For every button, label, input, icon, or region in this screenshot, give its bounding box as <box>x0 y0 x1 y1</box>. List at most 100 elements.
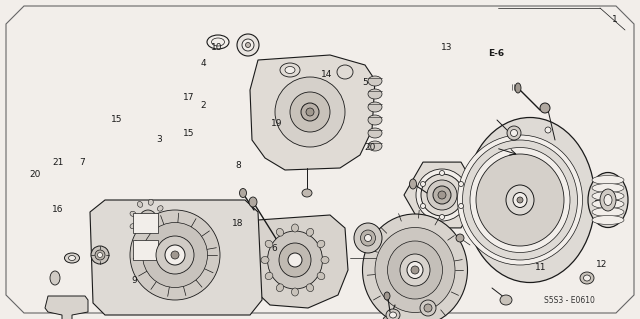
Ellipse shape <box>507 126 521 140</box>
Ellipse shape <box>321 256 329 263</box>
Ellipse shape <box>65 253 79 263</box>
Ellipse shape <box>275 77 345 147</box>
Ellipse shape <box>307 284 314 292</box>
Ellipse shape <box>317 241 325 248</box>
Ellipse shape <box>261 256 269 263</box>
Ellipse shape <box>592 216 624 225</box>
Ellipse shape <box>500 295 512 305</box>
Bar <box>133 213 158 233</box>
Polygon shape <box>248 215 348 308</box>
Ellipse shape <box>456 234 464 242</box>
Ellipse shape <box>580 272 594 284</box>
Text: 18: 18 <box>232 219 244 228</box>
Ellipse shape <box>165 245 185 265</box>
Ellipse shape <box>239 189 246 197</box>
Ellipse shape <box>438 191 446 199</box>
Ellipse shape <box>276 228 284 236</box>
Ellipse shape <box>157 206 163 211</box>
Ellipse shape <box>139 210 157 230</box>
Polygon shape <box>6 6 634 313</box>
Ellipse shape <box>91 246 109 264</box>
Ellipse shape <box>515 83 521 93</box>
Ellipse shape <box>368 76 382 86</box>
Ellipse shape <box>95 250 105 260</box>
Polygon shape <box>45 296 88 319</box>
Ellipse shape <box>458 182 463 187</box>
Ellipse shape <box>265 272 273 280</box>
Ellipse shape <box>265 241 273 248</box>
Ellipse shape <box>540 103 550 113</box>
Ellipse shape <box>97 253 102 257</box>
Ellipse shape <box>411 266 419 274</box>
Ellipse shape <box>133 204 163 236</box>
Ellipse shape <box>416 169 468 221</box>
Ellipse shape <box>249 197 257 207</box>
Text: 17: 17 <box>183 93 195 102</box>
Text: 20: 20 <box>364 143 376 152</box>
Ellipse shape <box>476 154 564 246</box>
Ellipse shape <box>384 292 390 300</box>
Text: 5: 5 <box>362 78 367 87</box>
Ellipse shape <box>513 192 527 207</box>
Ellipse shape <box>138 233 143 239</box>
Ellipse shape <box>242 39 254 51</box>
Ellipse shape <box>143 222 207 287</box>
Ellipse shape <box>337 65 353 79</box>
Ellipse shape <box>420 300 436 316</box>
Ellipse shape <box>148 235 154 241</box>
Ellipse shape <box>368 115 382 125</box>
Ellipse shape <box>362 214 467 319</box>
Ellipse shape <box>458 204 463 209</box>
Ellipse shape <box>176 237 194 259</box>
Text: 4: 4 <box>201 59 206 68</box>
Ellipse shape <box>588 173 628 227</box>
Ellipse shape <box>156 236 194 274</box>
Ellipse shape <box>302 189 312 197</box>
Text: 9: 9 <box>132 276 137 285</box>
Ellipse shape <box>427 180 457 210</box>
Ellipse shape <box>517 197 523 203</box>
Ellipse shape <box>279 243 311 277</box>
Ellipse shape <box>291 288 298 296</box>
Ellipse shape <box>368 89 382 99</box>
Ellipse shape <box>276 284 284 292</box>
Text: 21: 21 <box>52 158 63 167</box>
Ellipse shape <box>592 175 624 184</box>
Ellipse shape <box>207 35 229 49</box>
Bar <box>133 240 158 260</box>
Ellipse shape <box>288 253 302 267</box>
Text: 7: 7 <box>79 158 84 167</box>
Ellipse shape <box>130 211 136 216</box>
Text: 10: 10 <box>211 43 222 52</box>
Ellipse shape <box>291 224 298 232</box>
Ellipse shape <box>420 182 426 187</box>
Ellipse shape <box>604 195 612 205</box>
Ellipse shape <box>407 262 423 278</box>
Text: 19: 19 <box>271 119 282 128</box>
Text: 14: 14 <box>321 70 332 78</box>
Ellipse shape <box>268 231 323 289</box>
Ellipse shape <box>130 224 136 229</box>
Polygon shape <box>250 55 375 170</box>
Ellipse shape <box>365 234 371 241</box>
Ellipse shape <box>138 202 143 207</box>
Ellipse shape <box>386 309 400 319</box>
Ellipse shape <box>592 191 624 201</box>
Ellipse shape <box>280 63 300 77</box>
Ellipse shape <box>50 271 60 285</box>
Text: 11: 11 <box>535 263 547 272</box>
Ellipse shape <box>144 215 152 225</box>
Ellipse shape <box>400 254 430 286</box>
Ellipse shape <box>387 241 442 299</box>
Ellipse shape <box>161 218 167 222</box>
Ellipse shape <box>368 102 382 112</box>
Ellipse shape <box>285 66 295 73</box>
Ellipse shape <box>317 272 325 280</box>
Text: 15: 15 <box>111 115 123 124</box>
Text: 2: 2 <box>201 101 206 110</box>
Ellipse shape <box>157 229 163 234</box>
Ellipse shape <box>545 127 551 133</box>
Ellipse shape <box>368 141 382 151</box>
Text: 20: 20 <box>29 170 41 179</box>
Ellipse shape <box>463 140 577 260</box>
